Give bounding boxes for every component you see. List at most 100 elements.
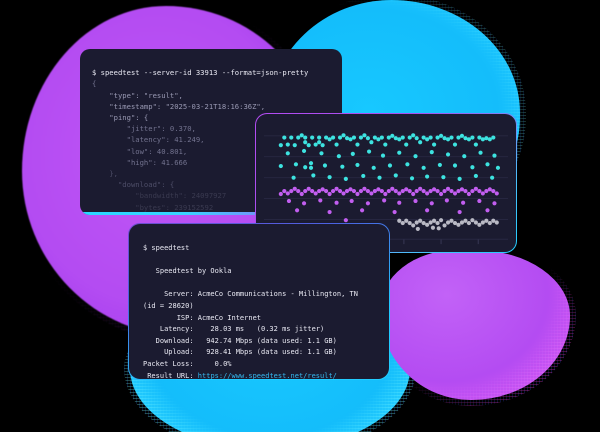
result-url-link[interactable]: https://www.speedtest.net/result/	[197, 371, 337, 380]
chart-gridlines	[263, 135, 509, 220]
json-output-line: "ping": {	[109, 113, 149, 122]
chart-dot	[452, 163, 458, 168]
chart-dot	[490, 175, 495, 180]
chart-dot	[470, 135, 475, 140]
chart-dot	[459, 187, 465, 192]
chart-dot	[442, 136, 447, 141]
chart-dot	[404, 142, 409, 147]
chart-dot	[306, 143, 311, 148]
chart-dot	[299, 133, 304, 138]
chart-dot	[413, 198, 418, 204]
chart-dot	[418, 140, 423, 145]
chart-dot	[379, 135, 384, 140]
chart-dot	[457, 209, 462, 215]
chart-dot	[466, 221, 472, 226]
chart-dot	[286, 198, 292, 204]
chart-dot	[289, 135, 294, 140]
chart-dot	[349, 198, 354, 204]
chart-dot	[445, 137, 451, 142]
chart-dot	[428, 135, 433, 140]
chart-dot	[415, 226, 420, 231]
chart-dot	[369, 191, 374, 196]
chart-data-points	[278, 133, 501, 231]
chart-dot	[444, 198, 449, 203]
chart-dot	[278, 164, 283, 169]
chart-dot	[436, 226, 441, 231]
result-output-line: Packet Loss: 0.0%	[143, 359, 232, 368]
chart-dot	[324, 135, 329, 140]
chart-dot	[477, 189, 482, 194]
chart-dot	[470, 218, 475, 223]
json-output-line: "bytes": 239152592	[92, 202, 214, 212]
chart-dot	[470, 165, 475, 170]
result-output-line: Server: AcmeCo Communications - Millingt…	[143, 290, 358, 299]
chart-dot	[442, 223, 447, 228]
chart-dot	[484, 189, 489, 194]
json-output-text: $ speedtest --server-id 33913 --format=j…	[92, 67, 334, 213]
chart-dot	[425, 137, 430, 142]
json-output-line: "bandwidth": 24097927	[135, 191, 227, 201]
chart-dot	[282, 135, 287, 140]
chart-dot	[327, 209, 332, 215]
chart-dot	[317, 140, 322, 145]
chart-dot	[480, 220, 485, 225]
chart-dot	[449, 135, 454, 140]
chart-dot	[355, 162, 360, 167]
chart-dot	[480, 191, 485, 196]
chart-dot	[293, 162, 299, 167]
chart-dot	[386, 135, 391, 140]
chart-dot	[303, 165, 308, 170]
chart-dot	[379, 189, 384, 194]
chart-dot	[322, 163, 328, 168]
chart-dot	[470, 189, 475, 194]
chart-dot	[371, 165, 376, 170]
chart-dot	[411, 191, 416, 197]
chart-dot	[292, 186, 297, 191]
chart-dot	[477, 135, 482, 140]
chart-dot	[400, 221, 405, 226]
chart-dot	[392, 209, 397, 215]
chart-series-ping	[397, 218, 499, 231]
chart-dot	[463, 218, 468, 223]
chart-dot	[369, 140, 374, 145]
chart-dot	[445, 152, 451, 157]
chart-dot	[317, 189, 322, 194]
chart-dot	[456, 135, 461, 140]
result-output-line: Upload: 928.41 Mbps (data used: 1.1 GB)	[143, 348, 337, 357]
chart-dot	[344, 189, 350, 194]
chart-dot	[494, 220, 499, 225]
chart-dot	[452, 142, 458, 147]
chart-dot	[289, 189, 294, 194]
chart-dot	[485, 162, 490, 167]
chart-series-download	[278, 133, 501, 181]
chart-dot	[480, 137, 485, 142]
chart-dot	[438, 218, 444, 223]
chart-dot	[418, 186, 423, 191]
result-output-line: (id = 28620)	[143, 301, 194, 310]
json-output-line: "latency": 41.249,	[126, 135, 205, 145]
chart-dot	[310, 189, 315, 194]
chart-dot	[393, 173, 398, 178]
chart-dot	[487, 137, 492, 142]
chart-dot	[405, 162, 410, 167]
chart-dot	[313, 142, 318, 147]
chart-dot	[377, 175, 382, 180]
chart-dot	[473, 186, 478, 191]
chart-dot	[348, 137, 353, 142]
chart-dot	[303, 135, 308, 140]
chart-dot	[343, 176, 348, 181]
chart-dot	[478, 150, 483, 155]
chart-dot	[445, 186, 451, 191]
chart-dot	[372, 189, 377, 194]
chart-dot	[491, 135, 496, 140]
chart-dot	[311, 173, 316, 178]
chart-dot	[330, 135, 336, 140]
chart-dot	[358, 135, 364, 140]
chart-dot	[348, 187, 353, 192]
result-output-line: Result URL:	[143, 371, 198, 380]
chart-dot	[477, 222, 482, 227]
chart-dot	[344, 136, 350, 141]
chart-dot	[296, 189, 301, 194]
chart-dot	[485, 208, 490, 213]
